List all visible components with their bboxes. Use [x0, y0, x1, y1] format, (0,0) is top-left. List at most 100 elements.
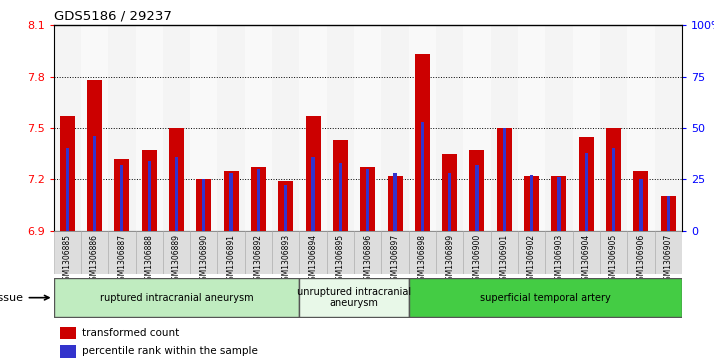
Bar — [218, 25, 245, 231]
Text: GSM1306887: GSM1306887 — [117, 234, 126, 285]
Bar — [408, 25, 436, 231]
Bar — [579, 136, 594, 231]
Bar — [442, 154, 457, 231]
Bar — [251, 167, 266, 231]
Bar — [54, 231, 81, 274]
Bar — [257, 169, 260, 231]
Text: GSM1306900: GSM1306900 — [473, 234, 481, 285]
Bar — [381, 25, 408, 231]
Bar — [655, 25, 682, 231]
Bar — [470, 150, 485, 231]
Text: GSM1306898: GSM1306898 — [418, 234, 427, 285]
Bar — [518, 231, 545, 274]
Text: GDS5186 / 29237: GDS5186 / 29237 — [54, 9, 171, 22]
Bar — [381, 231, 408, 274]
Bar — [408, 278, 682, 317]
Bar — [60, 345, 76, 358]
Bar — [136, 25, 163, 231]
Bar — [60, 327, 76, 339]
Text: GSM1306903: GSM1306903 — [555, 234, 563, 285]
Bar — [299, 231, 327, 274]
Bar — [272, 25, 299, 231]
Bar — [202, 179, 206, 231]
Bar — [163, 231, 190, 274]
Bar — [333, 140, 348, 231]
Text: GSM1306889: GSM1306889 — [172, 234, 181, 285]
Bar — [545, 231, 573, 274]
Bar — [169, 128, 184, 231]
Bar — [627, 25, 655, 231]
Bar — [627, 231, 655, 274]
Text: GSM1306901: GSM1306901 — [500, 234, 509, 285]
Bar — [463, 231, 491, 274]
Bar — [223, 171, 238, 231]
Text: GSM1306895: GSM1306895 — [336, 234, 345, 285]
Bar — [114, 159, 129, 231]
Bar — [600, 231, 627, 274]
Bar — [109, 231, 136, 274]
Bar — [491, 231, 518, 274]
Bar — [667, 196, 670, 231]
Text: transformed count: transformed count — [82, 328, 179, 338]
Bar — [245, 25, 272, 231]
Bar — [600, 25, 627, 231]
Text: GSM1306892: GSM1306892 — [254, 234, 263, 285]
Bar — [366, 169, 369, 231]
Bar — [551, 176, 566, 231]
Bar — [463, 25, 491, 231]
Bar — [148, 161, 151, 231]
Text: GSM1306905: GSM1306905 — [609, 234, 618, 285]
Bar — [558, 177, 560, 231]
Text: GSM1306894: GSM1306894 — [308, 234, 318, 285]
Bar — [299, 278, 408, 317]
Text: unruptured intracranial
aneurysm: unruptured intracranial aneurysm — [297, 287, 411, 309]
Bar — [573, 25, 600, 231]
Bar — [284, 185, 288, 231]
Bar — [497, 128, 512, 231]
Bar — [163, 25, 190, 231]
Text: GSM1306885: GSM1306885 — [63, 234, 71, 285]
Bar — [338, 163, 342, 231]
Bar — [190, 231, 218, 274]
Bar — [327, 231, 354, 274]
Bar — [278, 181, 293, 231]
Text: GSM1306891: GSM1306891 — [226, 234, 236, 285]
Bar — [120, 165, 124, 231]
Bar — [518, 25, 545, 231]
Text: GSM1306906: GSM1306906 — [636, 234, 645, 285]
Bar — [436, 25, 463, 231]
Text: GSM1306888: GSM1306888 — [145, 234, 154, 285]
Text: GSM1306907: GSM1306907 — [664, 234, 673, 285]
Bar — [573, 231, 600, 274]
Bar — [54, 25, 81, 231]
Bar — [530, 175, 533, 231]
Bar — [354, 25, 381, 231]
Bar — [660, 196, 675, 231]
Bar — [299, 25, 327, 231]
Bar — [421, 122, 424, 231]
Bar — [311, 157, 315, 231]
Bar — [66, 148, 69, 231]
Bar — [327, 25, 354, 231]
Text: GSM1306897: GSM1306897 — [391, 234, 400, 285]
Bar — [218, 231, 245, 274]
Bar — [190, 25, 218, 231]
Bar — [306, 116, 321, 231]
Bar — [408, 231, 436, 274]
Bar — [545, 25, 573, 231]
Text: percentile rank within the sample: percentile rank within the sample — [82, 346, 258, 356]
Text: GSM1306899: GSM1306899 — [445, 234, 454, 285]
Text: GSM1306904: GSM1306904 — [582, 234, 590, 285]
Bar — [639, 179, 643, 231]
Text: GSM1306896: GSM1306896 — [363, 234, 372, 285]
Bar — [491, 25, 518, 231]
Bar — [196, 179, 211, 231]
Bar — [87, 80, 102, 231]
Bar — [503, 128, 506, 231]
Bar — [633, 171, 648, 231]
Bar — [388, 176, 403, 231]
Text: GSM1306902: GSM1306902 — [527, 234, 536, 285]
Bar — [655, 231, 682, 274]
Bar — [229, 173, 233, 231]
Bar — [360, 167, 376, 231]
